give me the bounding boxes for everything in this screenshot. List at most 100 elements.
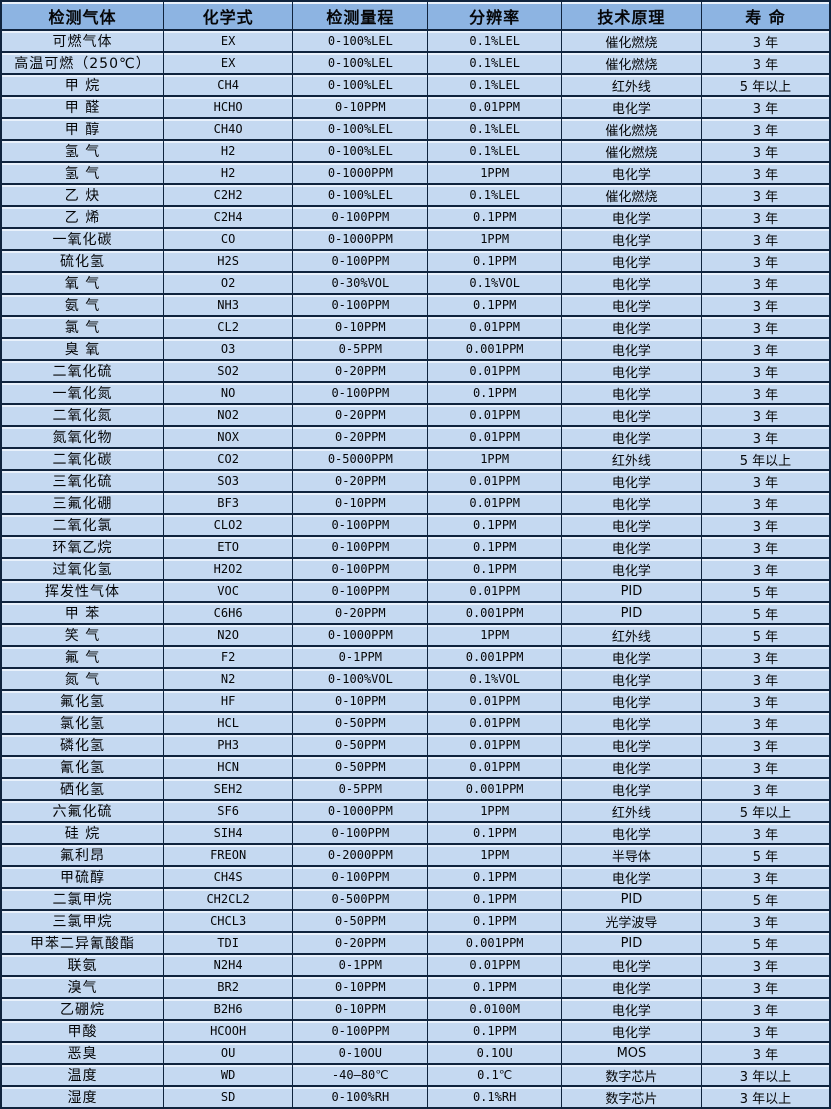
cell-range: 0-100%LEL [292,183,429,207]
cell-principle: 电化学 [560,645,702,669]
table-row: 甲 苯 C6H6 0-20PPM 0.001PPM PID 5 年 [0,601,831,625]
cell-range: 0-100PPM [292,205,429,229]
cell-range: 0-100PPM [292,557,429,581]
cell-gas-name: 氢 气 [0,161,164,185]
cell-lifespan: 3 年 [700,975,831,999]
cell-principle: 数字芯片 [560,1063,702,1087]
cell-range: 0-10PPM [292,689,429,713]
cell-resolution: 0.1PPM [427,909,562,933]
cell-principle: 电化学 [560,997,702,1021]
cell-range: 0-100PPM [292,535,429,559]
cell-formula: HCL [162,711,294,735]
cell-principle: PID [560,601,702,625]
column-header-resolution: 分辨率 [427,0,562,31]
cell-formula: NOX [162,425,294,449]
cell-lifespan: 3 年以上 [700,1063,831,1087]
cell-range: 0-10PPM [292,95,429,119]
cell-resolution: 0.0100M [427,997,562,1021]
cell-resolution: 0.1PPM [427,293,562,317]
cell-gas-name: 氧 气 [0,271,164,295]
cell-range: 0-10PPM [292,975,429,999]
cell-gas-name: 甲 烷 [0,73,164,97]
table-row: 氨 气 NH3 0-100PPM 0.1PPM 电化学 3 年 [0,293,831,317]
cell-resolution: 0.1℃ [427,1063,562,1087]
cell-principle: 电化学 [560,711,702,735]
cell-gas-name: 二氧化氯 [0,513,164,537]
cell-formula: CO [162,227,294,251]
cell-range: 0-100PPM [292,865,429,889]
cell-lifespan: 3 年 [700,491,831,515]
cell-range: 0-5PPM [292,777,429,801]
table-row: 氢 气 H2 0-100%LEL 0.1%LEL 催化燃烧 3 年 [0,139,831,163]
column-header-principle: 技术原理 [560,0,702,31]
cell-principle: 电化学 [560,359,702,383]
cell-resolution: 1PPM [427,227,562,251]
cell-formula: HF [162,689,294,713]
cell-lifespan: 3 年 [700,205,831,229]
cell-formula: CL2 [162,315,294,339]
cell-formula: SEH2 [162,777,294,801]
cell-principle: 电化学 [560,293,702,317]
cell-range: 0-100%LEL [292,73,429,97]
table-row: 硅 烷 SIH4 0-100PPM 0.1PPM 电化学 3 年 [0,821,831,845]
cell-resolution: 0.01PPM [427,403,562,427]
table-row: 乙 烯 C2H4 0-100PPM 0.1PPM 电化学 3 年 [0,205,831,229]
table-row: 氟化氢 HF 0-10PPM 0.01PPM 电化学 3 年 [0,689,831,713]
cell-lifespan: 3 年 [700,425,831,449]
cell-resolution: 0.1%RH [427,1085,562,1109]
table-row: 高温可燃（250℃） EX 0-100%LEL 0.1%LEL 催化燃烧 3 年 [0,51,831,75]
cell-range: 0-20PPM [292,469,429,493]
cell-lifespan: 5 年以上 [700,447,831,471]
cell-principle: MOS [560,1041,702,1065]
cell-resolution: 0.1%LEL [427,139,562,163]
cell-formula: C6H6 [162,601,294,625]
cell-principle: PID [560,931,702,955]
cell-formula: SF6 [162,799,294,823]
cell-gas-name: 硫化氢 [0,249,164,273]
cell-lifespan: 5 年 [700,887,831,911]
cell-principle: 红外线 [560,73,702,97]
cell-resolution: 0.1%LEL [427,73,562,97]
cell-formula: BF3 [162,491,294,515]
table-row: 甲 醇 CH4O 0-100%LEL 0.1%LEL 催化燃烧 3 年 [0,117,831,141]
cell-formula: EX [162,51,294,75]
cell-range: 0-1000PPM [292,623,429,647]
cell-lifespan: 3 年 [700,997,831,1021]
cell-principle: PID [560,579,702,603]
table-row: 过氧化氢 H2O2 0-100PPM 0.1PPM 电化学 3 年 [0,557,831,581]
header-row: 检测气体 化学式 检测量程 分辨率 技术原理 寿 命 [0,0,831,31]
cell-formula: NO [162,381,294,405]
cell-range: 0-50PPM [292,909,429,933]
cell-principle: 电化学 [560,953,702,977]
cell-formula: FREON [162,843,294,867]
cell-lifespan: 3 年 [700,337,831,361]
cell-principle: 电化学 [560,381,702,405]
table-row: 氯 气 CL2 0-10PPM 0.01PPM 电化学 3 年 [0,315,831,339]
cell-resolution: 0.1PPM [427,557,562,581]
cell-resolution: 0.1PPM [427,865,562,889]
cell-resolution: 0.1PPM [427,1019,562,1043]
cell-principle: 电化学 [560,337,702,361]
cell-resolution: 0.01PPM [427,755,562,779]
cell-resolution: 0.1PPM [427,513,562,537]
cell-gas-name: 温度 [0,1063,164,1087]
cell-lifespan: 3 年 [700,689,831,713]
table-row: 二氧化硫 SO2 0-20PPM 0.01PPM 电化学 3 年 [0,359,831,383]
cell-gas-name: 可燃气体 [0,29,164,53]
cell-formula: H2S [162,249,294,273]
cell-formula: H2O2 [162,557,294,581]
cell-gas-name: 氟化氢 [0,689,164,713]
cell-range: 0-500PPM [292,887,429,911]
cell-range: 0-100PPM [292,513,429,537]
cell-lifespan: 3 年 [700,139,831,163]
cell-resolution: 0.01PPM [427,953,562,977]
cell-principle: 电化学 [560,535,702,559]
cell-formula: N2 [162,667,294,691]
cell-gas-name: 环氧乙烷 [0,535,164,559]
table-row: 氮氧化物 NOX 0-20PPM 0.01PPM 电化学 3 年 [0,425,831,449]
cell-lifespan: 5 年 [700,843,831,867]
cell-formula: BR2 [162,975,294,999]
cell-principle: 电化学 [560,777,702,801]
cell-lifespan: 3 年 [700,161,831,185]
